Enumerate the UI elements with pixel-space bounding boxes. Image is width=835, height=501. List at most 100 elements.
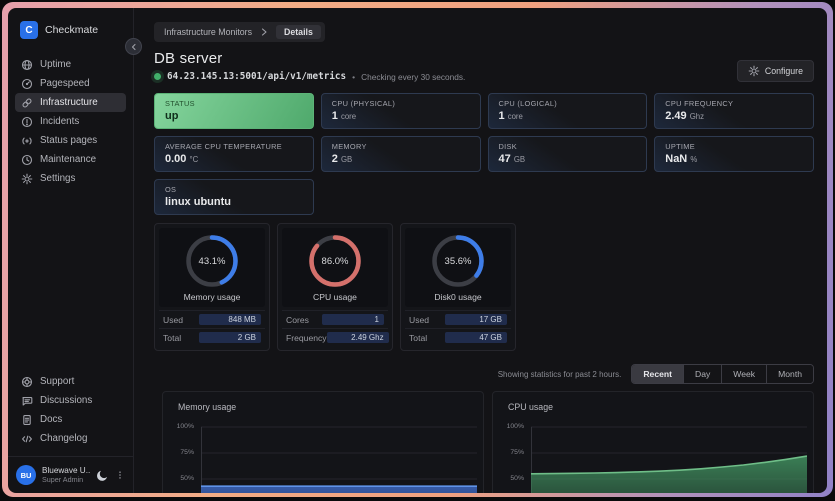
logo-icon: C: [20, 21, 38, 39]
stat-card-label: OS: [165, 185, 177, 194]
stat-card-value-row: 1 core: [499, 110, 637, 122]
status-dot: [154, 73, 161, 80]
sidebar-item-label: Settings: [40, 173, 76, 184]
stat-card-value-row: 47 GB: [499, 153, 637, 165]
breadcrumb-infrastructure-monitors[interactable]: Infrastructure Monitors: [164, 27, 252, 37]
dark-mode-toggle[interactable]: [96, 469, 109, 482]
gauge-panel: 35.6% Disk0 usage: [405, 228, 511, 307]
y-axis-labels: 100%75%50%25%: [176, 423, 194, 482]
logo[interactable]: C Checkmate: [8, 8, 133, 49]
charts-row: Memory usage 100%75%50%25% CPU usage 100…: [162, 391, 814, 493]
chain-link-icon: [22, 97, 32, 108]
gauge-row-value: 17 GB: [445, 314, 507, 325]
stat-card-value-row: 0.00 °C: [165, 153, 303, 165]
chat-bubble-icon: [22, 396, 33, 406]
avatar[interactable]: BU: [16, 465, 36, 485]
breadcrumb-details[interactable]: Details: [276, 25, 321, 39]
y-axis-labels: 100%75%50%25%: [506, 423, 524, 482]
sidebar-collapse-button[interactable]: [125, 38, 142, 55]
chart-title: Memory usage: [178, 402, 237, 412]
range-button-day[interactable]: Day: [683, 365, 722, 383]
stat-card-unit: core: [340, 112, 357, 121]
sidebar-item-label: Changelog: [40, 433, 88, 444]
chart-area: [201, 419, 477, 493]
sidebar-item-support[interactable]: Support: [15, 372, 126, 391]
stat-card-value: linux ubuntu: [165, 196, 231, 208]
sidebar-item-incidents[interactable]: Incidents: [15, 112, 126, 131]
sidebar-item-changelog[interactable]: Changelog: [15, 429, 126, 448]
sidebar-item-status-pages[interactable]: Status pages: [15, 131, 126, 150]
range-button-recent[interactable]: Recent: [632, 365, 683, 383]
gauge-detail-row: Used 17 GB: [405, 310, 511, 328]
gauge-row-label: Cores: [286, 314, 309, 325]
monitor-endpoint: 64.23.145.13:5001/api/v1/metrics: [167, 71, 347, 82]
sidebar-item-label: Infrastructure: [40, 97, 98, 108]
configure-button[interactable]: Configure: [736, 60, 814, 82]
stat-card-unit: GB: [340, 155, 353, 164]
page-header: DB server 64.23.145.13:5001/api/v1/metri…: [154, 50, 814, 82]
gauge-card-cpu: 86.0% CPU usage Cores 1 Frequency 2.49 G…: [277, 223, 393, 351]
globe-icon: [21, 59, 33, 70]
clock-icon: [21, 154, 33, 165]
stat-card-label: CPU (PHYSICAL): [331, 99, 396, 108]
stat-card-unit: Ghz: [689, 112, 705, 121]
sidebar-item-label: Uptime: [40, 59, 72, 70]
broadcast-icon: [22, 137, 32, 144]
sidebar-item-docs[interactable]: Docs: [15, 410, 126, 429]
sidebar-item-maintenance[interactable]: Maintenance: [15, 150, 126, 169]
gauges-row: 43.1% Memory usage Used 848 MB Total 2 G…: [154, 223, 814, 351]
stat-card-label: STATUS: [165, 99, 195, 108]
checking-interval: Checking every 30 seconds.: [361, 71, 466, 82]
gauge-detail-row: Cores 1: [282, 310, 388, 328]
stat-card-cpu-physical: CPU (PHYSICAL) 1 core: [320, 93, 481, 129]
gauge-row-value: 1: [322, 314, 384, 325]
stat-card-label: CPU FREQUENCY: [665, 99, 734, 108]
code-icon: [22, 435, 32, 442]
stat-card-value-row: linux ubuntu: [165, 196, 303, 208]
gauge-label: CPU usage: [313, 292, 357, 302]
gear-icon: [748, 65, 760, 77]
gauge-percent: 43.1%: [198, 255, 226, 267]
stat-card-label: UPTIME: [665, 142, 695, 151]
sidebar-spacer: [8, 188, 133, 366]
gauge-row-label: Used: [409, 314, 430, 325]
sidebar-item-uptime[interactable]: Uptime: [15, 55, 126, 74]
gauge-detail-row: Frequency 2.49 Ghz: [282, 328, 389, 346]
sidebar-item-label: Support: [40, 376, 75, 387]
breadcrumb: Infrastructure Monitors Details: [154, 22, 325, 42]
stat-card-label: DISK: [498, 142, 517, 151]
gauge-row-value: 2.49 Ghz: [326, 332, 389, 343]
stat-card-value-row: up: [165, 110, 303, 122]
chart-plot: 100%75%50%25%: [501, 419, 809, 493]
range-button-month[interactable]: Month: [766, 365, 813, 383]
separator-dot: •: [352, 71, 356, 82]
stat-card-value: 0.00: [165, 153, 187, 165]
speedometer-icon: [21, 78, 33, 89]
gauge-percent: 35.6%: [444, 255, 472, 267]
lifebuoy-icon: [21, 376, 33, 387]
range-toggle-group: Recent Day Week Month: [631, 364, 814, 384]
gauge-label: Disk0 usage: [434, 292, 482, 302]
stat-card-unit: °C: [189, 155, 199, 164]
range-button-week[interactable]: Week: [721, 365, 767, 383]
user-name: Bluewave U...: [42, 466, 90, 475]
stat-card-value: 1: [331, 110, 338, 122]
sidebar-item-pagespeed[interactable]: Pagespeed: [15, 74, 126, 93]
sidebar-item-infrastructure[interactable]: Infrastructure: [15, 93, 126, 112]
main-content: Infrastructure Monitors Details DB serve…: [134, 8, 827, 493]
cpu-usage-gauge: 86.0%: [308, 234, 362, 288]
chart-area: [531, 419, 807, 493]
stat-card-unit: GB: [513, 155, 526, 164]
page-title: DB server: [154, 50, 223, 67]
stat-card-uptime: UPTIME NaN %: [654, 136, 814, 172]
configure-label: Configure: [764, 66, 803, 76]
sidebar-item-settings[interactable]: Settings: [15, 169, 126, 188]
gauge-row-value: 848 MB: [199, 314, 261, 325]
sidebar-item-discussions[interactable]: Discussions: [15, 391, 126, 410]
user-options-button[interactable]: [115, 469, 125, 481]
gauge-detail-row: Total 2 GB: [159, 328, 265, 346]
app-name: Checkmate: [45, 24, 99, 36]
stat-card-unit: %: [690, 155, 698, 164]
stat-card-value: NaN: [665, 153, 688, 165]
chart-controls: Showing statistics for past 2 hours. Rec…: [154, 364, 814, 384]
